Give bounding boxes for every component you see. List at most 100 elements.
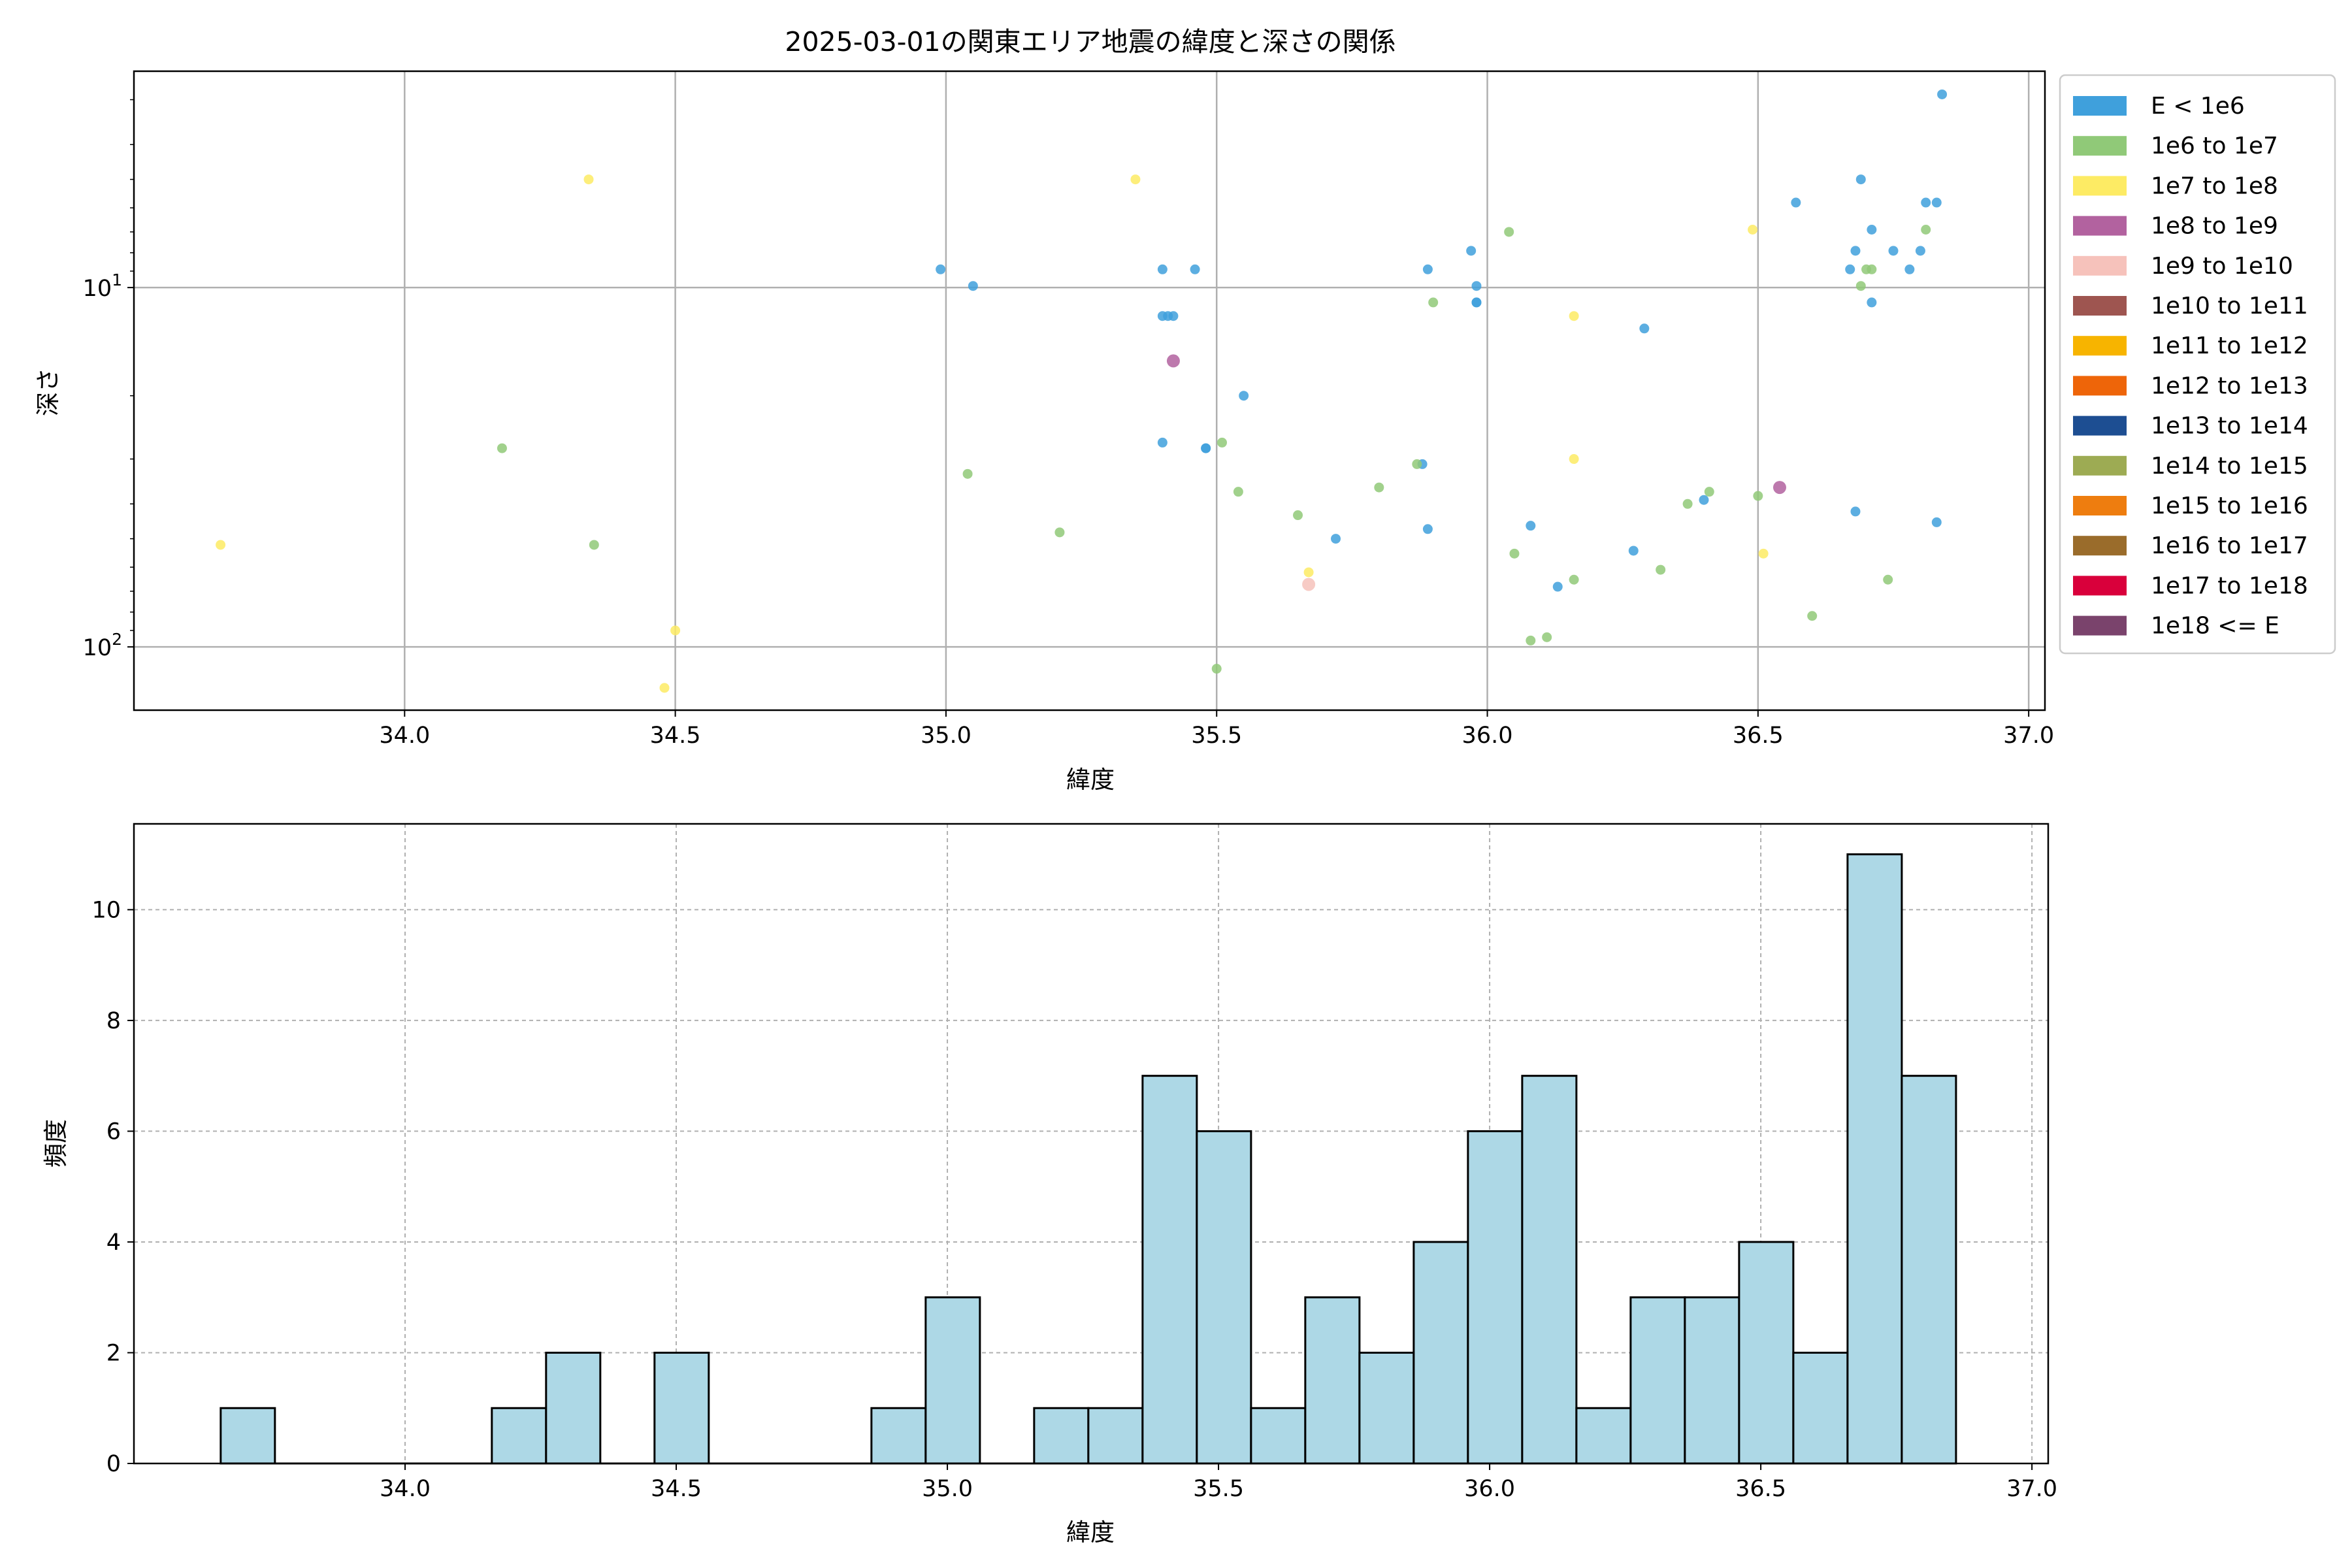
scatter-point [1807, 611, 1818, 621]
scatter-x-tick-label: 34.0 [379, 723, 430, 749]
legend-swatch [2073, 336, 2127, 356]
scatter-point [670, 625, 681, 636]
scatter-point [1915, 246, 1925, 256]
histogram-y-tick-label: 8 [106, 1008, 121, 1034]
histogram-bar [1358, 1351, 1415, 1465]
histogram-bar [1467, 1130, 1524, 1465]
histogram-bar [1413, 1241, 1469, 1465]
scatter-point [1569, 454, 1579, 465]
scatter-point [1867, 264, 1877, 274]
scatter-point [1921, 197, 1931, 208]
scatter-point [962, 468, 973, 479]
scatter-point [1211, 664, 1222, 674]
histogram-y-tick-label: 2 [106, 1340, 121, 1366]
scatter-y-tick-label: 102 [83, 630, 122, 661]
scatter-point [1855, 174, 1866, 185]
scatter-point [1422, 524, 1433, 534]
scatter-point [1130, 174, 1141, 185]
scatter-point [1772, 481, 1786, 495]
scatter-point [1233, 487, 1243, 497]
histogram-bar [1087, 1407, 1144, 1465]
histogram-axes-frame [133, 823, 2050, 1465]
scatter-point [1569, 311, 1579, 321]
scatter-point [1845, 264, 1855, 274]
histogram-x-tick-label: 34.0 [380, 1476, 431, 1502]
legend-swatch [2073, 96, 2127, 116]
scatter-point [589, 540, 599, 550]
scatter-point [1850, 506, 1861, 517]
scatter-point [1753, 491, 1763, 501]
legend-swatch [2073, 615, 2127, 636]
legend-swatch [2073, 455, 2127, 476]
scatter-x-tick-label: 35.5 [1191, 723, 1242, 749]
scatter-point [1748, 225, 1758, 235]
histogram-x-axis-label: 緯度 [1066, 1518, 1115, 1546]
scatter-point [1628, 546, 1639, 556]
scatter-x-tick-label: 37.0 [2003, 723, 2054, 749]
scatter-point [1867, 225, 1877, 235]
histogram-y-axis-label: 頻度 [42, 1119, 70, 1168]
legend-label: 1e11 to 1e12 [2151, 333, 2308, 359]
histogram-bar [1792, 1351, 1849, 1465]
histogram-x-ticks: 34.0 34.5 35.0 35.5 36.0 36.5 37.0 [380, 1463, 2057, 1502]
legend-items: E < 1e6 1e6 to 1e7 1e7 to 1e8 1e8 to 1e9 1e9… [2073, 93, 2308, 640]
scatter-x-tick-label: 34.5 [650, 723, 701, 749]
scatter-x-tick-label: 36.0 [1462, 723, 1513, 749]
legend-label: 1e15 to 1e16 [2151, 493, 2308, 519]
scatter-x-tick-label: 36.5 [1733, 723, 1784, 749]
scatter-point [1163, 311, 1173, 321]
scatter-point [1699, 495, 1709, 505]
scatter-point [1791, 197, 1801, 208]
scatter-point [1412, 459, 1422, 469]
scatter-points [216, 89, 1948, 693]
legend-swatch [2073, 176, 2127, 196]
histogram-x-tick-label: 36.0 [1464, 1476, 1515, 1502]
histogram-bar [653, 1351, 710, 1465]
histogram-x-tick-label: 37.0 [2006, 1476, 2057, 1502]
scatter-point [1466, 246, 1477, 256]
scatter-point [1422, 264, 1433, 274]
legend-swatch [2073, 255, 2127, 276]
histogram-x-tick-label: 35.5 [1193, 1476, 1244, 1502]
scatter-point [1239, 391, 1249, 401]
legend-label: 1e14 to 1e15 [2151, 453, 2308, 480]
scatter-point [1526, 635, 1536, 645]
histogram-bar [1250, 1407, 1307, 1465]
scatter-point [1921, 225, 1931, 235]
scatter-x-tick-label: 35.0 [921, 723, 972, 749]
histogram-y-tick-label: 0 [106, 1451, 121, 1477]
legend-swatch [2073, 376, 2127, 396]
scatter-point [1509, 548, 1520, 559]
histogram-bar [1684, 1296, 1740, 1465]
histogram-bar [1196, 1130, 1252, 1465]
scatter-point [1157, 437, 1168, 448]
scatter-point [1303, 567, 1314, 578]
legend-label: 1e18 <= E [2151, 613, 2279, 640]
scatter-point [1888, 246, 1899, 256]
scatter-y-ticks: 101 102 [83, 99, 134, 661]
scatter-point [1937, 89, 1948, 99]
scatter-point [1471, 281, 1482, 291]
histogram-bar [870, 1407, 927, 1465]
scatter-panel: 2025-03-01の関東エリア地震の緯度と深さの関係 34.0 34.5 35.0… [34, 26, 2336, 794]
legend-swatch [2073, 416, 2127, 436]
scatter-point [1855, 281, 1866, 291]
scatter-point [1157, 264, 1168, 274]
scatter-point [1293, 510, 1303, 521]
scatter-point [1331, 534, 1341, 544]
histogram-bar [1738, 1241, 1795, 1465]
scatter-point [497, 443, 507, 453]
scatter-point [1471, 297, 1482, 308]
legend-label: 1e13 to 1e14 [2151, 413, 2308, 440]
scatter-point [1374, 482, 1384, 493]
scatter-point [1931, 517, 1942, 527]
scatter-point [1850, 246, 1861, 256]
histogram-bar [1141, 1075, 1198, 1465]
legend-swatch [2073, 576, 2127, 596]
histogram-bar [1575, 1407, 1632, 1465]
histogram-bar [1304, 1296, 1361, 1465]
scatter-grid [134, 71, 2045, 710]
scatter-point [1526, 521, 1536, 531]
legend-label: 1e9 to 1e10 [2151, 253, 2293, 280]
